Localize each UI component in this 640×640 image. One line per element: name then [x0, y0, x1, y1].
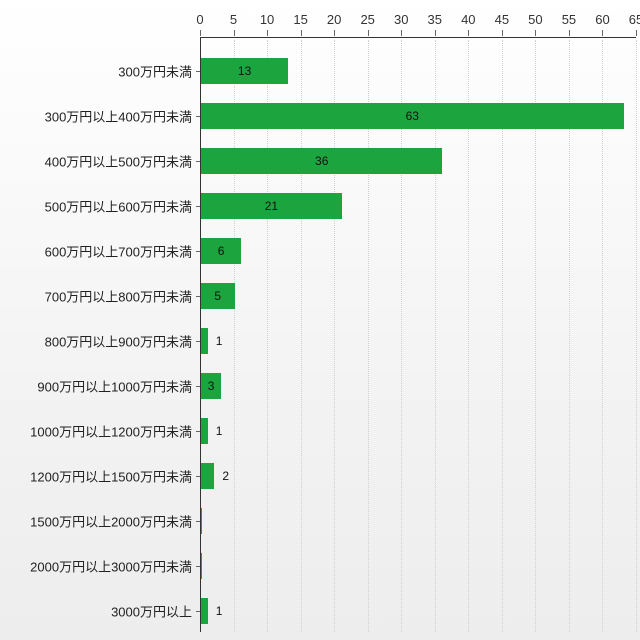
x-tick-mark	[535, 30, 536, 36]
x-tick-mark	[435, 30, 436, 36]
plot-area: 300万円未満13300万円以上400万円未満63400万円以上500万円未満3…	[0, 40, 636, 632]
table-row: 1200万円以上1500万円未満 2	[0, 453, 636, 498]
bar-value-label: 36	[315, 154, 328, 168]
x-axis-line	[200, 37, 636, 38]
y-tick-mark	[196, 71, 200, 72]
bar	[201, 463, 214, 489]
x-tick-mark	[234, 30, 235, 36]
table-row: 400万円以上500万円未満 36	[0, 138, 636, 183]
x-tick-mark	[636, 30, 637, 36]
x-tick-label: 15	[293, 12, 307, 27]
y-tick-mark	[196, 341, 200, 342]
x-tick-mark	[502, 30, 503, 36]
category-label: 2000万円以上3000万円未満	[30, 556, 192, 575]
table-row: 300万円未満 13	[0, 48, 636, 93]
x-tick-mark	[334, 30, 335, 36]
category-label: 3000万円以上	[111, 601, 192, 620]
bar	[201, 328, 208, 354]
gridline	[636, 40, 637, 632]
bar-value-label: 1	[216, 334, 223, 348]
bar	[201, 598, 208, 624]
x-tick-mark	[569, 30, 570, 36]
x-tick-label: 0	[196, 12, 203, 27]
category-label: 600万円以上700万円未満	[45, 241, 192, 260]
x-tick-label: 35	[428, 12, 442, 27]
x-tick-mark	[468, 30, 469, 36]
bar-value-label: 6	[218, 244, 225, 258]
x-tick-label: 40	[461, 12, 475, 27]
y-tick-mark	[196, 521, 200, 522]
x-tick-label: 25	[360, 12, 374, 27]
y-tick-mark	[196, 611, 200, 612]
y-tick-mark	[196, 296, 200, 297]
bar	[201, 553, 202, 579]
category-label: 1000万円以上1200万円未満	[30, 421, 192, 440]
y-tick-mark	[196, 386, 200, 387]
table-row: 1000万円以上1200万円未満 1	[0, 408, 636, 453]
table-row: 3000万円以上 1	[0, 588, 636, 633]
x-tick-mark	[301, 30, 302, 36]
y-tick-mark	[196, 566, 200, 567]
category-label: 400万円以上500万円未満	[45, 151, 192, 170]
x-tick-label: 60	[595, 12, 609, 27]
x-tick-mark	[602, 30, 603, 36]
bar-value-label: 3	[208, 379, 215, 393]
table-row: 1500万円以上2000万円未満	[0, 498, 636, 543]
category-label: 1500万円以上2000万円未満	[30, 511, 192, 530]
x-tick-label: 20	[327, 12, 341, 27]
y-tick-mark	[196, 476, 200, 477]
y-tick-mark	[196, 206, 200, 207]
bar	[201, 508, 202, 534]
category-label: 500万円以上600万円未満	[45, 196, 192, 215]
x-tick-label: 5	[230, 12, 237, 27]
table-row: 500万円以上600万円未満 21	[0, 183, 636, 228]
x-axis: 0 5 10 15 20 25 30 35 40 45 50 55 60 65	[0, 0, 640, 40]
category-label: 300万円未満	[118, 61, 192, 80]
x-tick-label: 45	[495, 12, 509, 27]
x-tick-label: 55	[562, 12, 576, 27]
x-tick-label: 30	[394, 12, 408, 27]
y-tick-mark	[196, 251, 200, 252]
x-tick-mark	[200, 30, 201, 36]
y-tick-mark	[196, 161, 200, 162]
table-row: 800万円以上900万円未満 1	[0, 318, 636, 363]
bar	[201, 418, 208, 444]
category-label: 800万円以上900万円未満	[45, 331, 192, 350]
x-tick-label: 50	[528, 12, 542, 27]
category-label: 300万円以上400万円未満	[45, 106, 192, 125]
table-row: 2000万円以上3000万円未満	[0, 543, 636, 588]
category-label: 900万円以上1000万円未満	[37, 376, 192, 395]
table-row: 600万円以上700万円未満 6	[0, 228, 636, 273]
category-label: 1200万円以上1500万円未満	[30, 466, 192, 485]
x-tick-mark	[368, 30, 369, 36]
bar-value-label: 5	[214, 289, 221, 303]
bar-value-label: 21	[265, 199, 278, 213]
bar-value-label: 63	[406, 109, 419, 123]
category-label: 700万円以上800万円未満	[45, 286, 192, 305]
y-tick-mark	[196, 431, 200, 432]
x-tick-label: 65	[629, 12, 640, 27]
y-tick-mark	[196, 116, 200, 117]
income-distribution-chart: 05101520253035404550556065 300万円未満13300万…	[0, 0, 640, 640]
table-row: 300万円以上400万円未満 63	[0, 93, 636, 138]
bar-value-label: 13	[238, 64, 251, 78]
x-tick-mark	[401, 30, 402, 36]
bar-value-label: 2	[222, 469, 229, 483]
x-tick-mark	[267, 30, 268, 36]
x-tick-label: 10	[260, 12, 274, 27]
table-row: 700万円以上800万円未満 5	[0, 273, 636, 318]
bar-value-label: 1	[216, 604, 223, 618]
bar-value-label: 1	[216, 424, 223, 438]
table-row: 900万円以上1000万円未満 3	[0, 363, 636, 408]
